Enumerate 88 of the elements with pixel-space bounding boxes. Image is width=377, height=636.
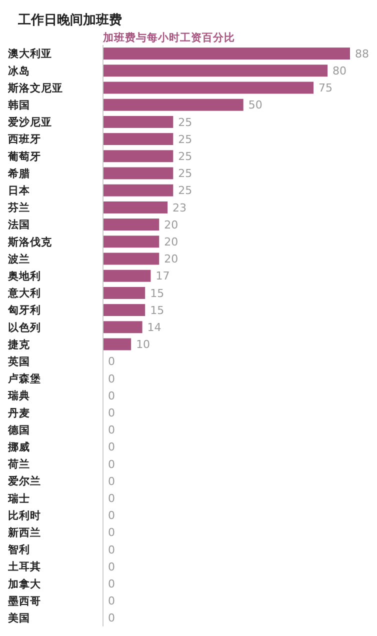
y-tick-label: 希腊 xyxy=(7,166,30,180)
bar xyxy=(103,321,142,334)
y-tick-label: 爱沙尼亚 xyxy=(7,116,52,129)
y-tick-label: 澳大利亚 xyxy=(7,47,52,60)
data-label: 50 xyxy=(248,98,262,112)
y-tick-label: 挪威 xyxy=(7,440,30,454)
y-tick-label: 瑞士 xyxy=(7,492,30,505)
y-tick-label: 丹麦 xyxy=(7,406,30,420)
y-tick-label: 捷克 xyxy=(7,338,31,351)
y-tick-label: 法国 xyxy=(7,218,30,232)
data-label: 0 xyxy=(108,389,115,402)
data-label: 80 xyxy=(332,64,347,78)
data-label: 0 xyxy=(108,578,115,590)
y-tick-label: 匈牙利 xyxy=(7,304,41,317)
y-tick-label: 芬兰 xyxy=(7,201,30,214)
bar xyxy=(103,286,146,299)
y-tick-label: 英国 xyxy=(7,355,30,368)
y-tick-label: 卢森堡 xyxy=(7,372,41,386)
data-label: 25 xyxy=(178,150,192,163)
data-label: 25 xyxy=(178,167,192,180)
y-tick-label: 荷兰 xyxy=(7,458,30,471)
bar xyxy=(103,64,328,77)
data-label: 0 xyxy=(108,509,115,522)
bar xyxy=(103,150,174,162)
data-label: 0 xyxy=(108,355,115,368)
data-label: 0 xyxy=(108,594,115,608)
chart-title: 工作日晚间加班费 xyxy=(17,13,122,28)
data-label: 0 xyxy=(108,526,115,540)
data-label: 0 xyxy=(108,372,115,386)
y-tick-label: 德国 xyxy=(7,423,30,436)
bar xyxy=(103,82,314,94)
data-label: 23 xyxy=(172,201,187,214)
y-tick-label: 日本 xyxy=(8,184,31,198)
y-tick-label: 奥地利 xyxy=(7,270,41,283)
y-tick-label: 斯洛伐克 xyxy=(7,235,53,248)
bar xyxy=(103,270,151,282)
y-tick-label: 比利时 xyxy=(8,508,41,522)
bar xyxy=(103,116,174,128)
y-tick-label: 波兰 xyxy=(7,252,30,266)
data-label: 15 xyxy=(150,286,164,300)
y-tick-label: 韩国 xyxy=(7,98,30,112)
data-label: 25 xyxy=(178,132,192,146)
y-tick-label: 爱尔兰 xyxy=(7,474,41,488)
y-tick-label: 斯洛文尼亚 xyxy=(7,81,63,94)
y-tick-label: 土耳其 xyxy=(7,560,41,574)
bar xyxy=(103,48,350,60)
y-tick-label: 新西兰 xyxy=(7,526,41,540)
bar xyxy=(103,304,146,316)
data-label: 10 xyxy=(136,338,150,352)
data-label: 0 xyxy=(108,560,115,574)
data-label: 0 xyxy=(108,474,115,488)
data-label: 0 xyxy=(108,492,115,505)
bar xyxy=(103,167,174,180)
data-label: 20 xyxy=(164,236,178,248)
bar xyxy=(103,98,244,111)
y-tick-label: 智利 xyxy=(7,543,30,556)
y-tick-label: 西班牙 xyxy=(7,132,41,146)
bar xyxy=(103,133,174,146)
data-label: 15 xyxy=(150,304,164,317)
y-tick-label: 冰岛 xyxy=(8,64,30,78)
y-tick-label: 以色列 xyxy=(8,320,41,334)
data-label: 88 xyxy=(355,47,369,60)
data-label: 20 xyxy=(164,252,178,266)
data-label: 0 xyxy=(108,424,115,437)
data-label: 25 xyxy=(178,116,192,129)
data-label: 14 xyxy=(147,321,162,334)
data-label: 20 xyxy=(164,218,178,232)
bar xyxy=(103,338,132,350)
data-label: 0 xyxy=(108,458,115,471)
y-tick-label: 葡萄牙 xyxy=(7,150,41,163)
data-label: 75 xyxy=(318,82,333,95)
y-tick-label: 加拿大 xyxy=(7,577,42,590)
bar xyxy=(103,236,160,248)
chart-subtitle: 加班费与每小时工资百分比 xyxy=(102,31,235,44)
bar xyxy=(103,252,160,265)
bar xyxy=(103,201,168,214)
bar xyxy=(103,184,174,196)
y-tick-label: 意大利 xyxy=(7,286,41,300)
data-label: 0 xyxy=(108,406,115,420)
data-label: 0 xyxy=(108,543,115,556)
data-label: 17 xyxy=(156,270,170,283)
bar xyxy=(103,218,160,231)
y-tick-label: 墨西哥 xyxy=(7,595,41,608)
y-tick-label: 瑞典 xyxy=(7,389,30,402)
y-tick-label: 美国 xyxy=(7,612,30,625)
data-label: 25 xyxy=(178,184,192,198)
data-label: 0 xyxy=(108,440,115,454)
data-label: 0 xyxy=(108,612,115,625)
